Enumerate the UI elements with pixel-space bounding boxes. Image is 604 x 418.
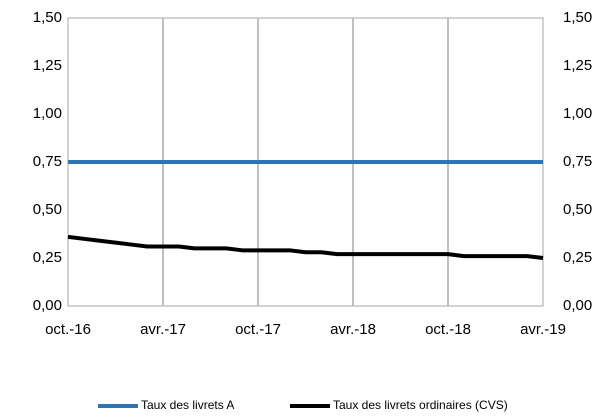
y2-tick-label: 0,50 [563,201,592,218]
y2-tick-label: 1,25 [563,57,592,74]
y-tick-label: 0,00 [33,297,62,314]
y2-tick-label: 1,50 [563,9,592,26]
line-series [67,234,544,260]
y-tick-label: 1,25 [33,57,62,74]
x-tick-label: avr.-19 [520,321,566,338]
x-tick-label: avr.-18 [330,321,376,338]
y-tick-label: 0,25 [33,249,62,266]
y2-tick-label: 1,00 [563,105,592,122]
x-tick-label: avr.-17 [140,321,186,338]
y-tick-label: 1,50 [33,9,62,26]
y-tick-label: 1,00 [33,105,62,122]
legend-label: Taux des livrets A [141,398,234,412]
y-tick-label: 0,75 [33,153,62,170]
y2-tick-label: 0,25 [563,249,592,266]
y2-tick-label: 0,75 [563,153,592,170]
x-tick-label: oct.-17 [235,321,281,338]
x-tick-label: oct.-16 [45,321,91,338]
legend-label: Taux des livrets ordinaires (CVS) [333,398,508,412]
y-tick-label: 0,50 [33,201,62,218]
y2-tick-label: 0,00 [563,297,592,314]
x-tick-label: oct.-18 [425,321,471,338]
